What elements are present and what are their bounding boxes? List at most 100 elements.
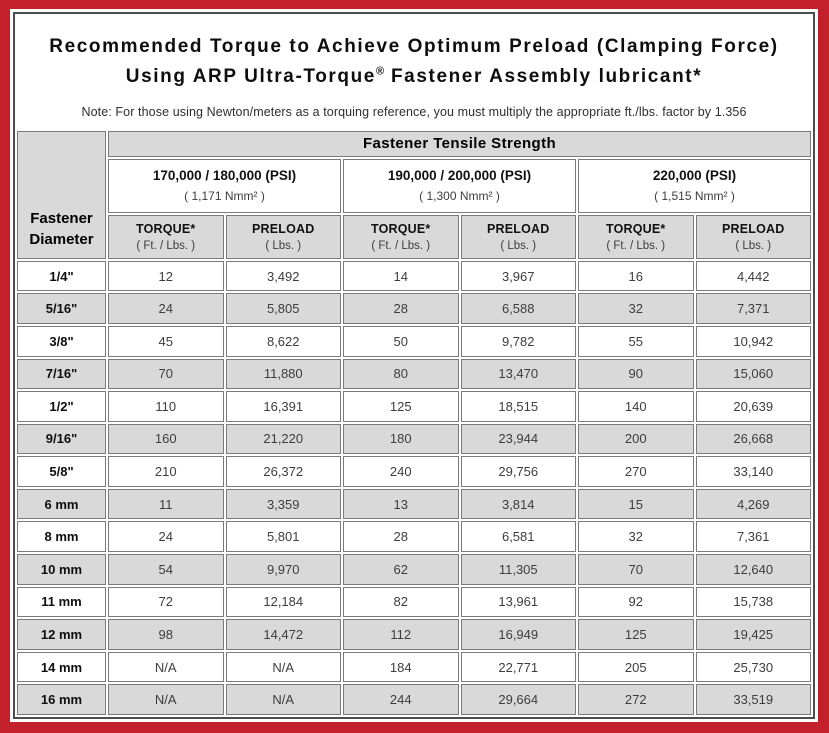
- torque-table: Fastener Diameter Fastener Tensile Stren…: [15, 128, 813, 717]
- table-row: 5/16" 24 5,805 28 6,588 32 7,371: [17, 293, 811, 324]
- preload-cell-1: 26,372: [225, 456, 341, 487]
- torque-cell-1: 11: [108, 488, 224, 520]
- torque-cell-1: 98: [108, 619, 224, 650]
- preload-cell-1: 3,492: [225, 260, 341, 292]
- preload-column-header-3: PRELOAD ( Lbs. ): [695, 214, 811, 259]
- preload-cell-2: 3,814: [460, 488, 576, 520]
- preload-cell-3: 19,425: [695, 619, 811, 650]
- preload-cell-2: 16,949: [460, 619, 576, 650]
- psi-group-190-200: 190,000 / 200,000 (PSI) ( 1,300 Nmm² ): [343, 158, 576, 213]
- table-header: Fastener Diameter Fastener Tensile Stren…: [17, 130, 811, 259]
- table-row: 1/2" 110 16,391 125 18,515 140 20,639: [17, 391, 811, 422]
- psi-group-170-180: 170,000 / 180,000 (PSI) ( 1,171 Nmm² ): [108, 158, 341, 213]
- torque-cell-2: 184: [343, 651, 459, 683]
- table-row: 11 mm 72 12,184 82 13,961 92 15,738: [17, 586, 811, 618]
- preload-cell-2: 9,782: [460, 325, 576, 357]
- preload-cell-3: 20,639: [695, 391, 811, 422]
- preload-cell-2: 13,961: [460, 586, 576, 618]
- torque-cell-3: 32: [578, 521, 694, 552]
- psi-group-row: 170,000 / 180,000 (PSI) ( 1,171 Nmm² ) 1…: [17, 158, 811, 213]
- preload-cell-1: N/A: [225, 651, 341, 683]
- title-line-2-text: Using ARP Ultra-Torque: [125, 66, 376, 88]
- torque-cell-3: 55: [578, 325, 694, 357]
- preload-column-header-2: PRELOAD ( Lbs. ): [460, 214, 576, 259]
- table-row: 8 mm 24 5,801 28 6,581 32 7,361: [17, 521, 811, 552]
- torque-cell-1: N/A: [108, 651, 224, 683]
- table-body: 1/4" 12 3,492 14 3,967 16 4,442 5/16" 24…: [17, 260, 811, 715]
- preload-cell-2: 6,581: [460, 521, 576, 552]
- torque-cell-1: 54: [108, 553, 224, 585]
- torque-cell-1: 24: [108, 521, 224, 552]
- preload-cell-2: 22,771: [460, 651, 576, 683]
- fastener-diameter-header: Fastener Diameter: [17, 130, 106, 259]
- diameter-cell: 5/8": [17, 456, 106, 487]
- preload-cell-1: 3,359: [225, 488, 341, 520]
- diameter-cell: 6 mm: [17, 488, 106, 520]
- preload-label: PRELOAD: [721, 221, 785, 236]
- preload-cell-1: 11,880: [225, 358, 341, 390]
- torque-column-header-1: TORQUE* ( Ft. / Lbs. ): [108, 214, 224, 259]
- preload-column-header-1: PRELOAD ( Lbs. ): [225, 214, 341, 259]
- psi-group-220: 220,000 (PSI) ( 1,515 Nmm² ): [578, 158, 811, 213]
- diameter-cell: 3/8": [17, 325, 106, 357]
- diameter-cell: 16 mm: [17, 684, 106, 715]
- preload-cell-3: 15,738: [695, 586, 811, 618]
- torque-cell-3: 16: [578, 260, 694, 292]
- tensile-strength-row: Fastener Diameter Fastener Tensile Stren…: [17, 130, 811, 259]
- registered-trademark-symbol: ®: [375, 66, 385, 79]
- title-line-2: Using ARP Ultra-Torque® Fastener Assembl…: [21, 62, 807, 92]
- table-row: 1/4" 12 3,492 14 3,967 16 4,442: [17, 260, 811, 292]
- torque-unit: ( Ft. / Lbs. ): [136, 239, 196, 252]
- title-line-2-suffix: Fastener Assembly lubricant*: [384, 66, 703, 88]
- preload-cell-3: 4,269: [695, 488, 811, 520]
- diameter-cell: 10 mm: [17, 553, 106, 585]
- preload-cell-3: 7,361: [695, 521, 811, 552]
- table-row: 14 mm N/A N/A 184 22,771 205 25,730: [17, 651, 811, 683]
- table-row: 7/16" 70 11,880 80 13,470 90 15,060: [17, 358, 811, 390]
- torque-cell-2: 14: [343, 260, 459, 292]
- torque-cell-1: N/A: [108, 684, 224, 715]
- torque-cell-1: 110: [108, 391, 224, 422]
- preload-unit: ( Lbs. ): [735, 239, 772, 252]
- torque-cell-2: 125: [343, 391, 459, 422]
- diameter-cell: 5/16": [17, 293, 106, 324]
- diameter-cell: 14 mm: [17, 651, 106, 683]
- preload-cell-2: 6,588: [460, 293, 576, 324]
- table-row: 16 mm N/A N/A 244 29,664 272 33,519: [17, 684, 811, 715]
- torque-cell-2: 62: [343, 553, 459, 585]
- preload-cell-3: 33,140: [695, 456, 811, 487]
- document-title: Recommended Torque to Achieve Optimum Pr…: [21, 32, 807, 93]
- torque-cell-2: 13: [343, 488, 459, 520]
- preload-cell-3: 4,442: [695, 260, 811, 292]
- torque-cell-2: 240: [343, 456, 459, 487]
- nmm-label: ( 1,300 Nmm² ): [419, 189, 500, 204]
- torque-cell-1: 72: [108, 586, 224, 618]
- torque-cell-1: 12: [108, 260, 224, 292]
- torque-cell-3: 272: [578, 684, 694, 715]
- torque-cell-2: 28: [343, 521, 459, 552]
- diameter-cell: 12 mm: [17, 619, 106, 650]
- table-row: 10 mm 54 9,970 62 11,305 70 12,640: [17, 553, 811, 585]
- preload-cell-2: 29,664: [460, 684, 576, 715]
- preload-label: PRELOAD: [486, 221, 550, 236]
- torque-label: TORQUE*: [605, 221, 666, 236]
- table-row: 12 mm 98 14,472 112 16,949 125 19,425: [17, 619, 811, 650]
- torque-cell-1: 210: [108, 456, 224, 487]
- torque-label: TORQUE*: [135, 221, 196, 236]
- preload-cell-1: 8,622: [225, 325, 341, 357]
- torque-column-header-3: TORQUE* ( Ft. / Lbs. ): [578, 214, 694, 259]
- preload-unit: ( Lbs. ): [265, 239, 302, 252]
- table-row: 6 mm 11 3,359 13 3,814 15 4,269: [17, 488, 811, 520]
- table-row: 5/8" 210 26,372 240 29,756 270 33,140: [17, 456, 811, 487]
- table-row: 3/8" 45 8,622 50 9,782 55 10,942: [17, 325, 811, 357]
- torque-cell-3: 92: [578, 586, 694, 618]
- preload-cell-3: 25,730: [695, 651, 811, 683]
- torque-cell-3: 32: [578, 293, 694, 324]
- preload-unit: ( Lbs. ): [500, 239, 537, 252]
- preload-cell-2: 18,515: [460, 391, 576, 422]
- torque-cell-2: 244: [343, 684, 459, 715]
- preload-cell-3: 33,519: [695, 684, 811, 715]
- preload-cell-1: 5,805: [225, 293, 341, 324]
- torque-cell-2: 180: [343, 423, 459, 455]
- torque-cell-3: 205: [578, 651, 694, 683]
